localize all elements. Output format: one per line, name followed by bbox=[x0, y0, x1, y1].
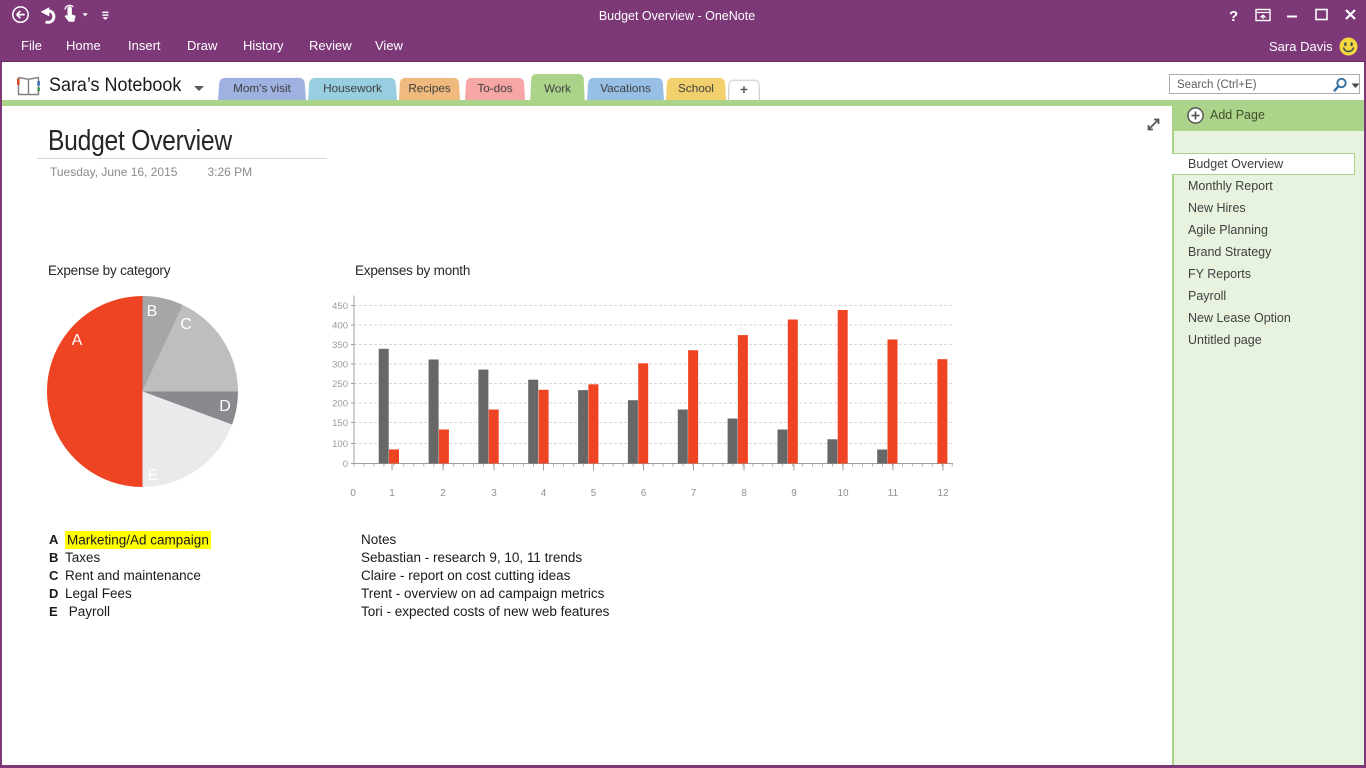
svg-text:11: 11 bbox=[888, 488, 899, 499]
svg-text:9: 9 bbox=[791, 488, 797, 499]
svg-text:0: 0 bbox=[350, 488, 356, 499]
svg-text:C: C bbox=[180, 316, 192, 333]
svg-text:300: 300 bbox=[332, 360, 348, 371]
svg-text:1: 1 bbox=[389, 488, 395, 499]
svg-text:450: 450 bbox=[332, 301, 348, 312]
svg-text:A: A bbox=[72, 332, 83, 349]
svg-text:B: B bbox=[147, 303, 158, 320]
svg-text:10: 10 bbox=[837, 488, 849, 499]
svg-text:8: 8 bbox=[741, 488, 747, 499]
svg-text:100: 100 bbox=[332, 439, 348, 450]
svg-text:5: 5 bbox=[591, 488, 597, 499]
svg-text:D: D bbox=[219, 398, 231, 415]
svg-text:150: 150 bbox=[332, 418, 348, 429]
svg-text:12: 12 bbox=[937, 488, 949, 499]
svg-text:2: 2 bbox=[440, 488, 446, 499]
svg-text:6: 6 bbox=[641, 488, 647, 499]
svg-text:0: 0 bbox=[343, 459, 348, 470]
svg-text:?: ? bbox=[1229, 8, 1238, 23]
svg-text:250: 250 bbox=[332, 379, 348, 390]
svg-text:3: 3 bbox=[491, 488, 497, 499]
svg-text:400: 400 bbox=[332, 321, 348, 332]
svg-text:4: 4 bbox=[541, 488, 547, 499]
svg-text:200: 200 bbox=[332, 399, 348, 410]
svg-text:E: E bbox=[148, 467, 159, 484]
svg-text:350: 350 bbox=[332, 340, 348, 351]
svg-text:7: 7 bbox=[691, 488, 697, 499]
